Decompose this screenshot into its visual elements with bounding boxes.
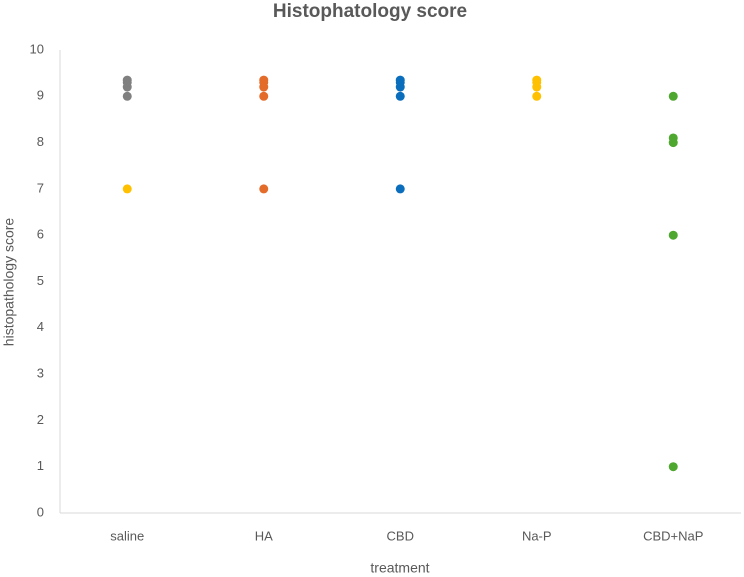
y-tick-label: 8 — [37, 134, 44, 149]
x-tick-label: Na-P — [522, 528, 552, 543]
y-tick-label: 6 — [37, 227, 44, 242]
y-tick-label: 5 — [37, 273, 44, 288]
y-tick-label: 9 — [37, 88, 44, 103]
dot — [122, 75, 132, 85]
dot — [532, 75, 542, 85]
x-axis-title: treatment — [370, 560, 429, 576]
y-tick-label: 3 — [37, 366, 44, 381]
dot — [668, 91, 678, 101]
dot — [259, 184, 269, 194]
x-tick-label: HA — [255, 528, 273, 543]
dot — [122, 91, 132, 101]
dot — [668, 462, 678, 472]
dot — [259, 91, 269, 101]
dot — [532, 91, 542, 101]
dot — [395, 75, 405, 85]
dot — [395, 91, 405, 101]
dot — [668, 138, 678, 148]
dot — [259, 75, 269, 85]
dot — [395, 184, 405, 194]
y-tick-label: 2 — [37, 412, 44, 427]
x-tick-label: CBD — [387, 528, 414, 543]
chart-title: Histophatology score — [273, 1, 467, 22]
y-axis-title: histopathology score — [1, 218, 17, 347]
y-tick-label: 0 — [37, 504, 44, 519]
y-tick-label: 1 — [37, 458, 44, 473]
x-tick-label: saline — [110, 528, 144, 543]
y-tick-label: 10 — [30, 41, 44, 56]
dot — [668, 230, 678, 240]
y-tick-label: 4 — [37, 319, 44, 334]
x-tick-label: CBD+NaP — [643, 528, 703, 543]
dot — [122, 184, 132, 194]
y-tick-label: 7 — [37, 180, 44, 195]
